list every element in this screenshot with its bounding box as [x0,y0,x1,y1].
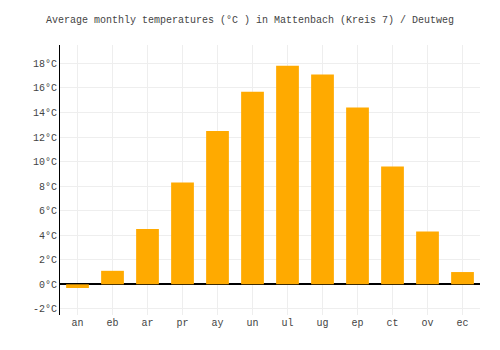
svg-text:ug: ug [316,318,328,329]
svg-text:ul: ul [281,318,293,329]
svg-text:ov: ov [421,318,433,329]
svg-text:Average monthly temperatures (: Average monthly temperatures (°C ) in Ma… [46,15,454,26]
svg-text:ct: ct [386,318,398,329]
svg-text:ay: ay [211,318,223,329]
svg-text:14°C: 14°C [33,108,57,119]
svg-text:un: un [246,318,258,329]
svg-text:ar: ar [141,318,153,329]
svg-text:eb: eb [106,318,118,329]
svg-text:6°C: 6°C [39,206,57,217]
svg-text:10°C: 10°C [33,157,57,168]
svg-text:18°C: 18°C [33,59,57,70]
svg-text:2°C: 2°C [39,255,57,266]
svg-text:12°C: 12°C [33,133,57,144]
svg-text:ec: ec [456,318,468,329]
svg-text:-2°C: -2°C [33,304,57,315]
svg-text:pr: pr [176,318,188,329]
svg-text:ep: ep [351,318,363,329]
svg-text:an: an [71,318,83,329]
svg-text:8°C: 8°C [39,182,57,193]
svg-text:0°C: 0°C [39,280,57,291]
svg-text:16°C: 16°C [33,83,57,94]
svg-text:4°C: 4°C [39,231,57,242]
